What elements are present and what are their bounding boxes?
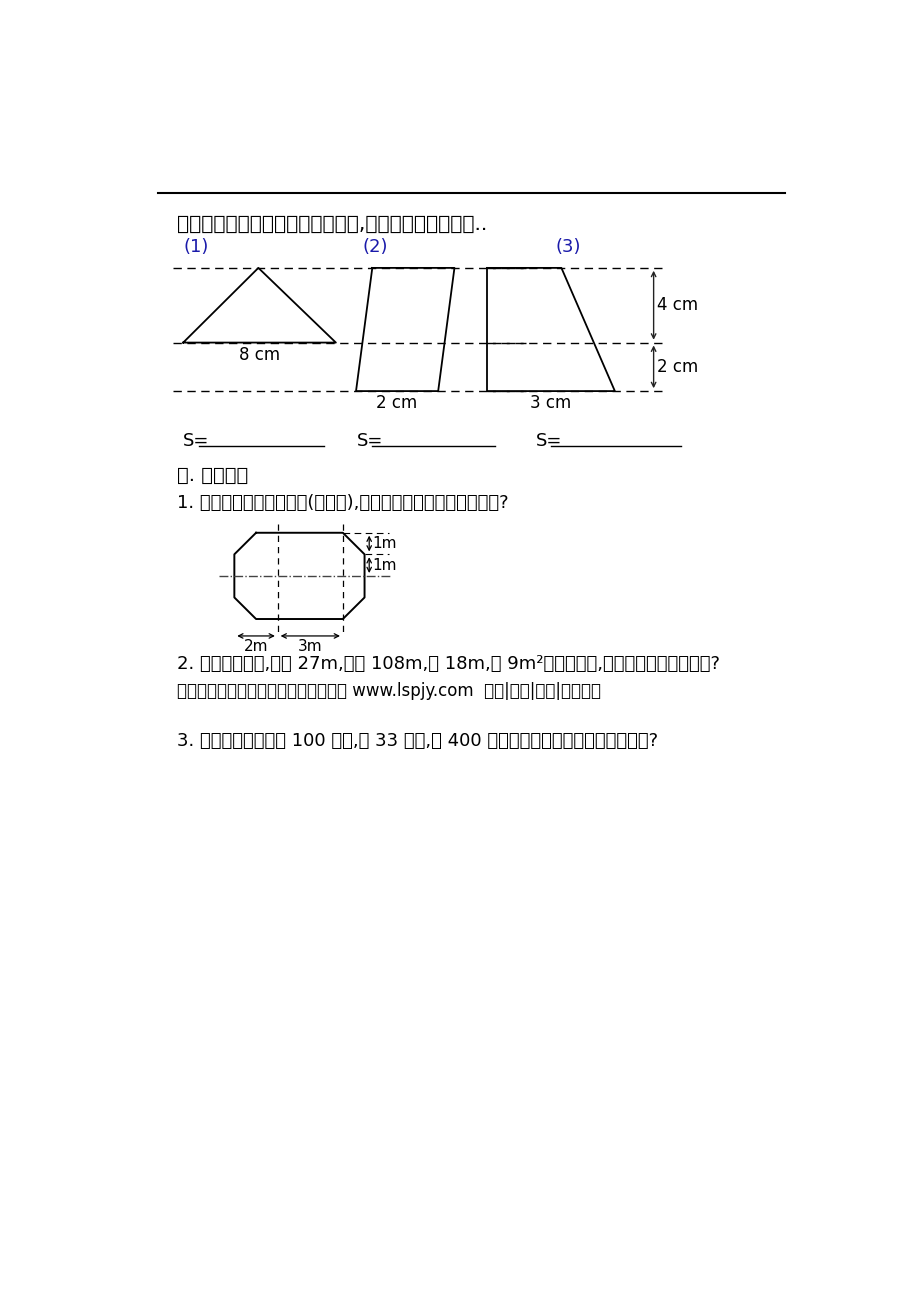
Text: 2m: 2m (244, 639, 268, 654)
Text: 更多免费资源下载绿色圆中小学教育网 www.lspjy.com  课件|教案|试卷|无需注册: 更多免费资源下载绿色圆中小学教育网 www.lspjy.com 课件|教案|试卷… (176, 682, 600, 700)
Text: (2): (2) (363, 238, 388, 256)
Text: 3 cm: 3 cm (529, 395, 571, 413)
Text: 3. 一条红领巾的底长 100 厘米,高 33 厘米,做 400 条红领巾需要红布多少万平方厘米?: 3. 一条红领巾的底长 100 厘米,高 33 厘米,做 400 条红领巾需要红… (176, 733, 657, 750)
Text: 1m: 1m (372, 536, 396, 551)
Text: S=: S= (357, 432, 382, 450)
Text: 2 cm: 2 cm (376, 395, 417, 413)
Text: 1. 星光小学建造一个花坦(见下图),这个花坦的面积有多少平方米?: 1. 星光小学建造一个花坦(见下图),这个花坦的面积有多少平方米? (176, 493, 508, 512)
Text: 五. 解决问题: 五. 解决问题 (176, 466, 248, 486)
Text: 3m: 3m (298, 639, 323, 654)
Text: (1): (1) (183, 238, 209, 256)
Text: 1m: 1m (372, 557, 396, 573)
Text: 8 cm: 8 cm (238, 346, 279, 363)
Text: 2 cm: 2 cm (657, 358, 698, 376)
Text: 2. 一个梯形果园,上底 27m,下底 108m,高 18m,每 9m²栽果树一棵,这个果园栽果树多少棵?: 2. 一个梯形果园,上底 27m,下底 108m,高 18m,每 9m²栽果树一… (176, 655, 720, 673)
Text: S=: S= (183, 432, 210, 450)
Text: S=: S= (535, 432, 562, 450)
Text: 四、先用字母写出下面图形的公式,再计算下面图形面积..: 四、先用字母写出下面图形的公式,再计算下面图形面积.. (176, 215, 487, 233)
Text: (3): (3) (554, 238, 580, 256)
Text: 4 cm: 4 cm (657, 297, 698, 314)
